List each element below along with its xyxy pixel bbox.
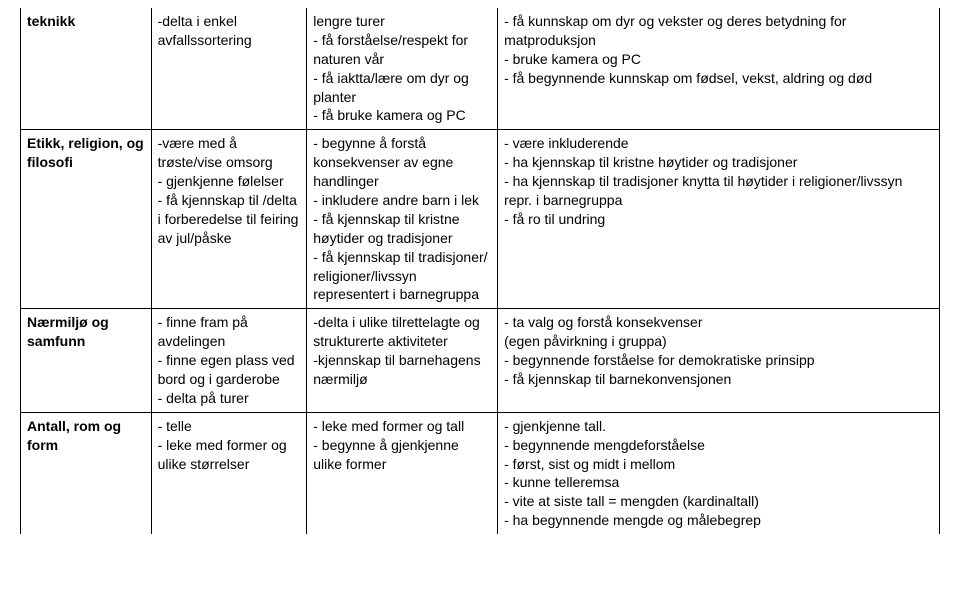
cell: - begynne å forstå konsekvenser av egne … [307,130,498,309]
cell: - være inkluderende- ha kjennskap til kr… [498,130,940,309]
table-row: teknikk -delta i enkel avfallssortering … [21,8,940,130]
cell: -være med å trøste/vise omsorg- gjenkjen… [151,130,307,309]
row-heading: Nærmiljø og samfunn [21,309,152,412]
cell: - gjenkjenne tall.- begynnende mengdefor… [498,412,940,534]
table-row: Etikk, religion, og filosofi -være med å… [21,130,940,309]
row-heading: Etikk, religion, og filosofi [21,130,152,309]
cell: - finne fram på avdelingen- finne egen p… [151,309,307,412]
cell: -delta i enkel avfallssortering [151,8,307,130]
cell: - telle- leke med former og ulike større… [151,412,307,534]
cell: -delta i ulike tilrettelagte og struktur… [307,309,498,412]
row-heading: teknikk [21,8,152,130]
cell: lengre turer- få forståelse/respekt for … [307,8,498,130]
page: teknikk -delta i enkel avfallssortering … [0,0,960,589]
table-row: Nærmiljø og samfunn - finne fram på avde… [21,309,940,412]
row-heading: Antall, rom og form [21,412,152,534]
cell: - få kunnskap om dyr og vekster og deres… [498,8,940,130]
curriculum-table: teknikk -delta i enkel avfallssortering … [20,8,940,534]
table-row: Antall, rom og form - telle- leke med fo… [21,412,940,534]
cell: - ta valg og forstå konsekvenser(egen på… [498,309,940,412]
cell: - leke med former og tall- begynne å gje… [307,412,498,534]
